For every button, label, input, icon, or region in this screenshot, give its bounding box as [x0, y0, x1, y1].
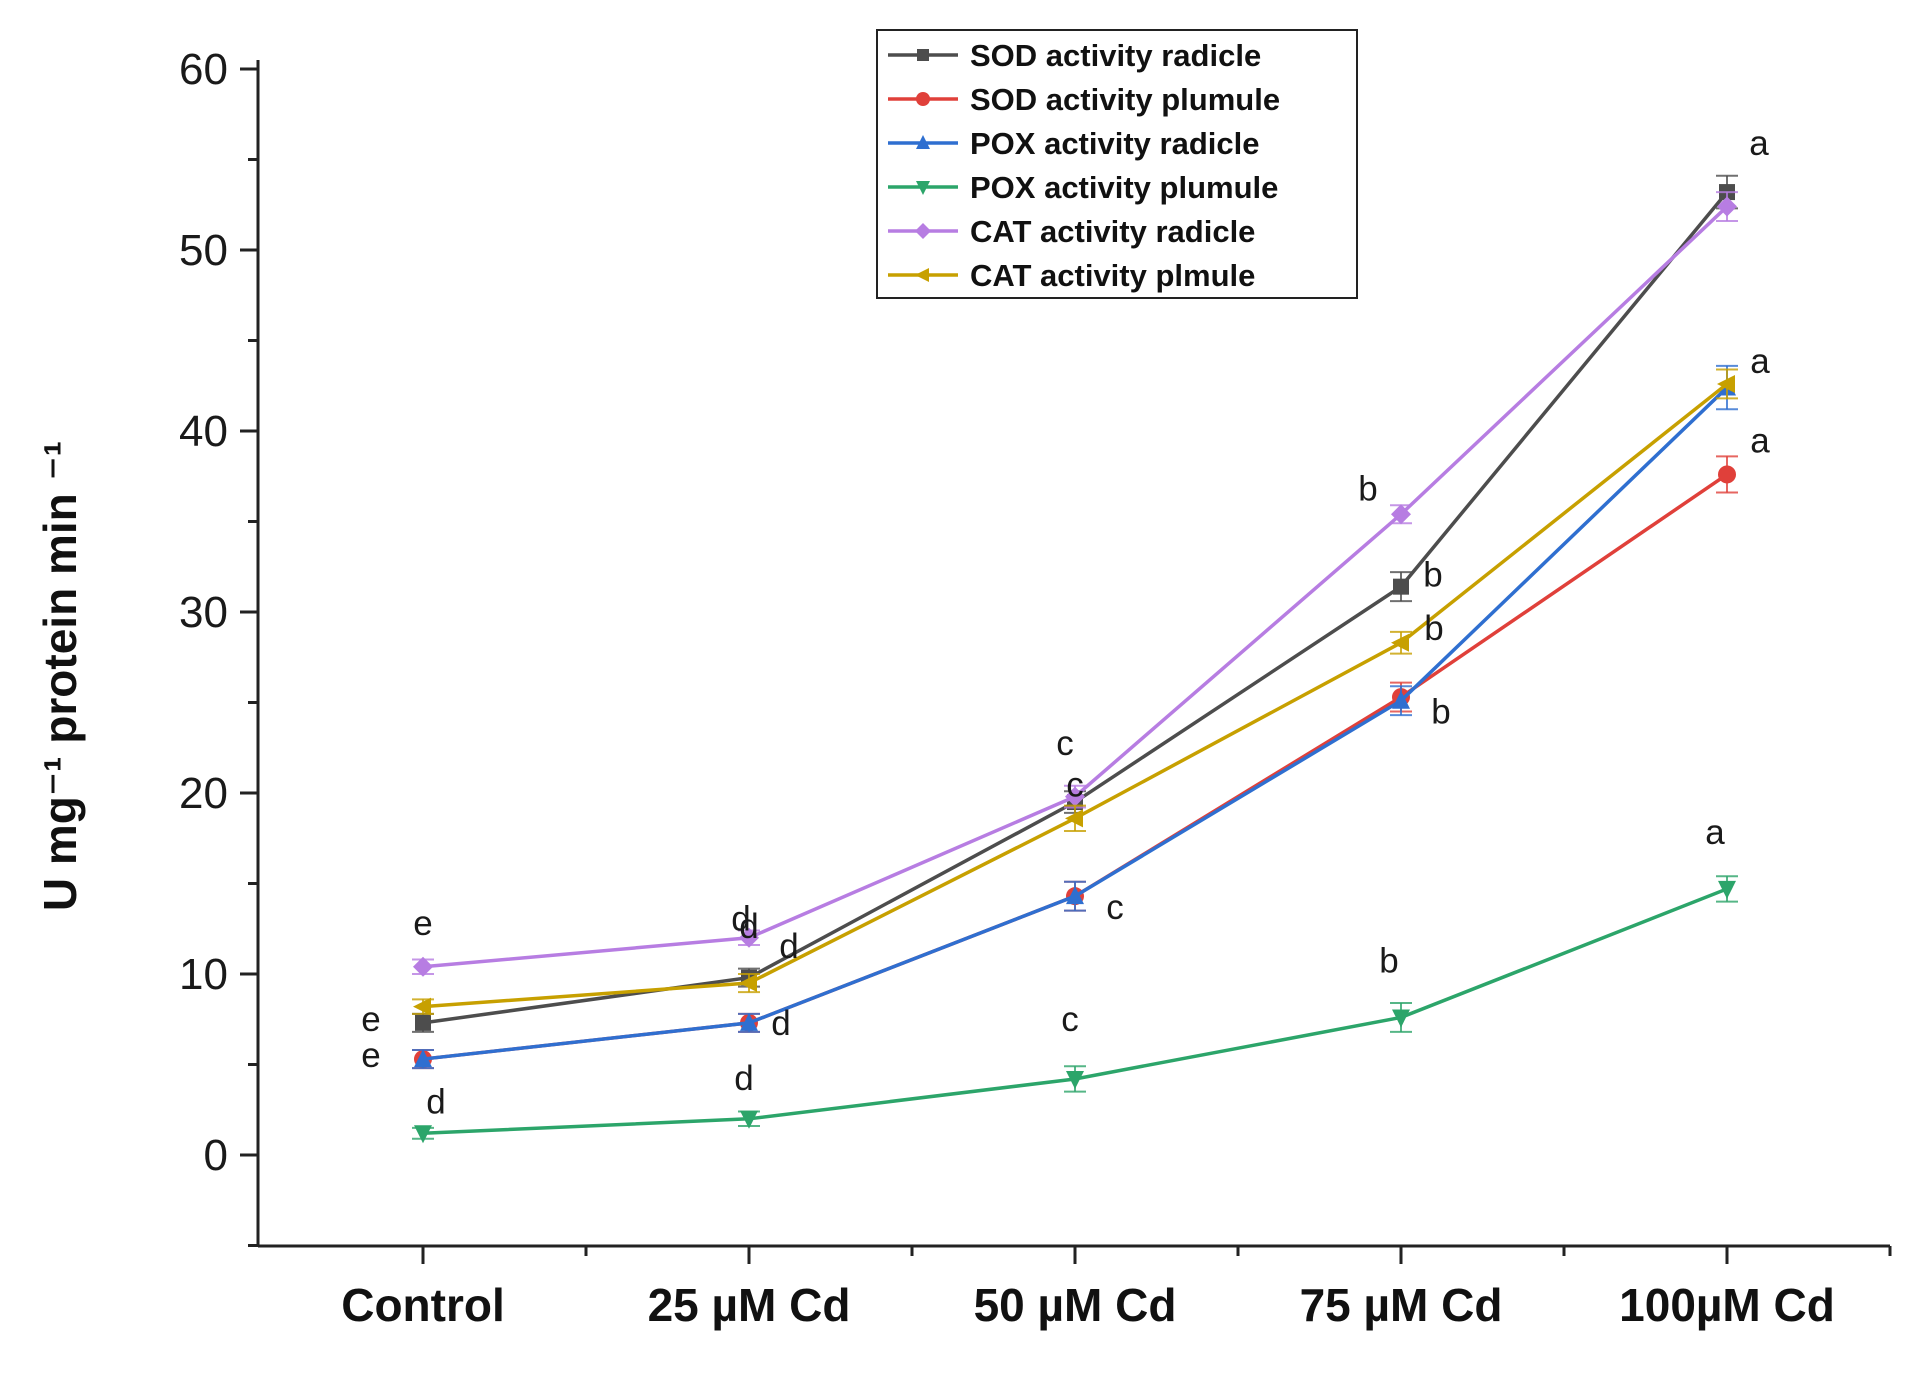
marker-triangle-down	[1066, 1070, 1084, 1089]
marker-triangle-left	[915, 268, 929, 282]
significance-letter: c	[1061, 1000, 1079, 1039]
marker-triangle-up	[916, 135, 930, 149]
marker-triangle-down	[1718, 880, 1736, 899]
marker-triangle-up	[1066, 886, 1084, 905]
legend-box	[876, 29, 1358, 299]
y-tick-label: 60	[179, 45, 228, 94]
marker-triangle-left	[413, 997, 431, 1016]
marker-triangle-left	[1717, 374, 1735, 393]
significance-letter: d	[739, 907, 758, 946]
marker-triangle-down	[916, 181, 930, 195]
significance-letter: c	[1056, 724, 1074, 763]
marker-circle	[1718, 465, 1736, 484]
marker-diamond	[739, 927, 759, 948]
legend: SOD activity radicle SOD activity plumule…	[876, 29, 1358, 299]
marker-triangle-left	[1391, 633, 1409, 652]
significance-letter: a	[1749, 124, 1769, 163]
marker-triangle-up	[740, 1012, 758, 1031]
legend-label: SOD activity radicle	[970, 38, 1261, 73]
significance-letter: b	[1358, 469, 1377, 508]
series-layer	[412, 174, 1738, 1144]
x-category-label: 100µM Cd	[1619, 1279, 1835, 1331]
legend-label: POX activity plumule	[970, 170, 1278, 205]
significance-letter: b	[1423, 556, 1442, 595]
x-category-label: 75 µM Cd	[1300, 1279, 1503, 1331]
y-tick-label: 50	[179, 226, 228, 275]
significance-letter: e	[361, 1000, 380, 1039]
series-cat-activity-radicle	[412, 191, 1738, 977]
significance-letter: e	[361, 1036, 380, 1075]
marker-diamond	[1391, 504, 1411, 525]
significance-letter: d	[731, 900, 750, 939]
y-tick-label: 10	[179, 950, 228, 999]
marker-diamond	[1065, 786, 1085, 807]
marker-triangle-down	[740, 1110, 758, 1129]
significance-letter: b	[1379, 941, 1398, 980]
significance-letter: d	[426, 1082, 445, 1121]
y-tick-label: 20	[179, 769, 228, 818]
axes: 0 10 20 30 40 50 60 Control 25 µM Cd 50 µM Cd 75 µ…	[179, 45, 1892, 1331]
legend-label: CAT activity radicle	[970, 214, 1255, 249]
x-category-label: 50 µM Cd	[974, 1279, 1177, 1331]
series-line	[422, 386, 1729, 1061]
y-tick-label: 40	[179, 407, 228, 456]
marker-triangle-left	[739, 974, 757, 993]
series-sod-activity-plumule	[412, 455, 1738, 1070]
legend-label: CAT activity plmule	[970, 258, 1255, 293]
marker-square	[415, 1014, 431, 1031]
x-category-label: Control	[341, 1279, 505, 1331]
marker-diamond	[413, 956, 433, 977]
significance-letter: e	[413, 904, 432, 943]
x-category-label: 25 µM Cd	[648, 1279, 851, 1331]
marker-square	[917, 49, 929, 61]
marker-triangle-up	[414, 1049, 432, 1068]
significance-letter: d	[779, 927, 798, 966]
marker-diamond	[1717, 196, 1737, 217]
significance-letter: b	[1431, 693, 1450, 732]
significance-letter: a	[1750, 342, 1770, 381]
series-line	[422, 382, 1729, 1009]
y-tick-label: 30	[179, 588, 228, 637]
marker-triangle-down	[414, 1125, 432, 1144]
legend-label: POX activity radicle	[970, 126, 1259, 161]
legend-label: SOD activity plumule	[970, 82, 1280, 117]
series-pox-activity-plumule	[412, 875, 1738, 1144]
y-tick-label: 0	[204, 1131, 228, 1180]
marker-triangle-up	[1392, 690, 1410, 709]
significance-letter: c	[1066, 766, 1084, 805]
significance-letter: d	[734, 1059, 753, 1098]
marker-triangle-down	[1392, 1009, 1410, 1028]
significance-letter: a	[1750, 421, 1770, 460]
significance-letter: c	[1106, 888, 1124, 927]
series-line	[422, 205, 1729, 969]
significance-letter: b	[1424, 609, 1443, 648]
marker-triangle-left	[1065, 809, 1083, 828]
series-cat-activity-plmule	[412, 368, 1738, 1016]
marker-circle	[916, 92, 930, 106]
y-axis-title: U mg⁻¹ protein min ⁻¹	[34, 441, 86, 911]
significance-letter: a	[1705, 813, 1725, 852]
marker-square	[1393, 578, 1409, 595]
significance-letter: d	[771, 1004, 790, 1043]
marker-diamond	[915, 223, 931, 239]
